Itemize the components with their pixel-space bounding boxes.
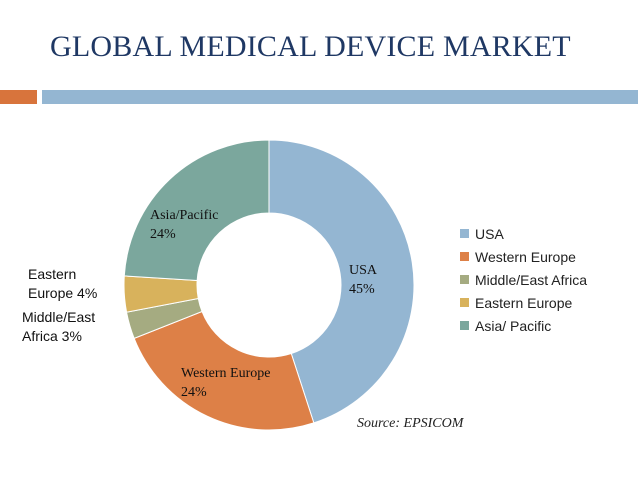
data-label-asia-pacific-name: Asia/Pacific	[150, 208, 218, 223]
legend-item-asia-pacific: Asia/ Pacific	[460, 314, 587, 337]
donut-slice-western-europe	[133, 310, 315, 431]
legend-item-western-europe: Western Europe	[460, 245, 587, 268]
legend-swatch-eastern-europe	[460, 298, 469, 307]
legend-label-western-europe: Western Europe	[475, 248, 576, 265]
legend-item-eastern-europe: Eastern Europe	[460, 291, 587, 314]
legend-label-asia-pacific: Asia/ Pacific	[475, 317, 552, 334]
legend-swatch-usa	[460, 229, 469, 238]
data-label-eastern-europe: Eastern Europe 4%	[28, 266, 97, 301]
slide-title: GLOBAL MEDICAL DEVICE MARKET	[50, 30, 571, 63]
donut-slice-usa	[268, 139, 415, 424]
legend-swatch-asia-pacific	[460, 321, 469, 330]
data-label-middle-east-africa: Middle/East Africa 3%	[22, 309, 99, 344]
data-label-usa-name: USA	[349, 263, 378, 278]
accent-bar-blue	[42, 90, 638, 104]
legend-item-usa: USA	[460, 222, 587, 245]
source-note: Source: EPSICOM	[357, 416, 464, 431]
data-label-asia-pacific-value: 24%	[150, 227, 176, 242]
legend-label-middle-east-africa: Middle/East Africa	[475, 271, 588, 288]
donut-slice-asia-pacific	[123, 139, 270, 282]
accent-bar-orange	[0, 90, 37, 104]
legend-label-eastern-europe: Eastern Europe	[475, 294, 573, 311]
data-label-western-europe-value: 24%	[181, 385, 207, 400]
legend-swatch-middle-east-africa	[460, 275, 469, 284]
chart-legend: USA Western Europe Middle/East Africa Ea…	[460, 222, 587, 337]
legend-label-usa: USA	[475, 225, 504, 242]
legend-item-middle-east-africa: Middle/East Africa	[460, 268, 587, 291]
legend-swatch-western-europe	[460, 252, 469, 261]
data-label-usa-value: 45%	[349, 282, 375, 297]
data-label-western-europe-name: Western Europe	[181, 366, 270, 381]
